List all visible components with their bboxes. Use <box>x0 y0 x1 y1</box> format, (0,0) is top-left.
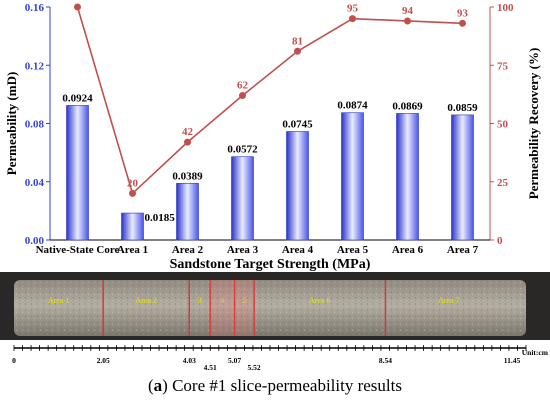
ruler-tick-label: 11.45 <box>504 356 521 365</box>
left-axis-tick-label: 0.16 <box>25 2 45 14</box>
recovery-value-label: 81 <box>292 35 303 47</box>
core-area-label: 3 <box>198 296 202 305</box>
x-axis-tick-label: Area 6 <box>392 244 424 256</box>
right-axis-tick-label: 25 <box>497 177 509 189</box>
x-axis-tick-label: Area 3 <box>227 244 259 256</box>
permeability-chart: 0.00 0.04 0.08 0.12 0.16 0 25 50 75 100 Permeabili… <box>4 0 541 272</box>
x-axis-tick-label: Area 2 <box>172 244 204 256</box>
right-axis-tick-label: 75 <box>497 60 509 72</box>
bar-value-label: 0.0389 <box>172 170 203 182</box>
right-axis-title: Permeability Recovery (%) <box>526 48 541 200</box>
core-slice-image: Area 1 Area 2 3 4 5 Area 6 Area 7 0 2.05 4.03 4.51… <box>0 272 550 372</box>
ruler-tick-label: 5.07 <box>228 356 241 365</box>
caption-letter: a <box>153 376 163 395</box>
ruler-tick-label: 5.52 <box>248 363 261 372</box>
core-area-label: 4 <box>220 296 224 305</box>
x-axis-tick-label: Native-State Core <box>36 244 120 256</box>
recovery-value-label: 20 <box>127 177 139 189</box>
recovery-point <box>459 19 466 27</box>
core-area-label: Area 1 <box>48 296 70 305</box>
bar-value-label: 0.0924 <box>62 92 93 104</box>
recovery-point <box>239 92 246 100</box>
bar <box>341 112 364 241</box>
right-axis-tick-label: 0 <box>497 235 503 247</box>
bar <box>451 114 474 241</box>
core-area-label: Area 7 <box>438 296 460 305</box>
recovery-point <box>184 138 191 146</box>
left-axis-tick-label: 0.08 <box>25 119 45 131</box>
bar-value-label: 0.0874 <box>337 100 368 112</box>
right-axis-tick-label: 100 <box>497 2 514 14</box>
bar <box>121 212 144 241</box>
core-area-label: 5 <box>242 296 246 305</box>
bar-value-label: 0.0859 <box>447 102 478 114</box>
core-area-label: Area 2 <box>135 296 157 305</box>
caption-text: Core #1 slice-permeability results <box>167 376 402 395</box>
bar-value-label: 0.0185 <box>145 212 176 224</box>
x-axis-title: Sandstone Target Strength (MPa) <box>170 257 371 272</box>
bar-value-label: 0.0745 <box>282 119 313 131</box>
bar-value-label: 0.0572 <box>227 144 258 156</box>
bar <box>176 183 199 241</box>
ruler-tick-label: 4.03 <box>183 356 196 365</box>
x-axis-tick-label: Area 4 <box>282 244 314 256</box>
recovery-value-label: 93 <box>457 7 469 19</box>
bar <box>66 105 89 241</box>
recovery-point <box>129 189 136 197</box>
recovery-value-label: 42 <box>182 126 194 138</box>
left-axis-title: Permeability (mD) <box>4 72 19 176</box>
core-slice-highlight <box>210 280 255 336</box>
figure-caption: (a) Core #1 slice-permeability results <box>147 376 402 395</box>
recovery-point <box>404 17 411 25</box>
core-area-label: Area 6 <box>309 296 331 305</box>
recovery-value-label: 62 <box>237 80 249 92</box>
x-axis-tick-label: Area 5 <box>337 244 369 256</box>
ruler-tick-label: 8.54 <box>379 356 392 365</box>
recovery-value-label: 100 <box>73 0 90 3</box>
ruler-tick-label: 2.05 <box>97 356 110 365</box>
x-axis-tick-label: Area 7 <box>447 244 479 256</box>
recovery-point <box>74 3 81 11</box>
x-axis-tick-label: Area 1 <box>117 244 148 256</box>
right-axis-tick-label: 50 <box>497 119 509 131</box>
recovery-line <box>76 6 463 195</box>
recovery-point <box>349 15 356 23</box>
bar <box>396 113 419 241</box>
ruler-tick-label: 0 <box>12 356 16 365</box>
recovery-value-label: 94 <box>402 5 414 17</box>
ruler-tick-label: 4.51 <box>204 363 217 372</box>
core-sample-texture <box>14 280 526 336</box>
recovery-value-label: 95 <box>347 3 359 15</box>
bar <box>231 156 254 241</box>
recovery-point <box>294 47 301 55</box>
bar <box>286 131 309 241</box>
left-axis-tick-label: 0.04 <box>25 177 45 189</box>
left-axis-tick-label: 0.12 <box>25 60 45 72</box>
ruler-unit-label: Unit:cm <box>522 348 549 357</box>
bar-value-label: 0.0869 <box>392 100 423 112</box>
left-axis-tick-label: 0.00 <box>25 235 45 247</box>
